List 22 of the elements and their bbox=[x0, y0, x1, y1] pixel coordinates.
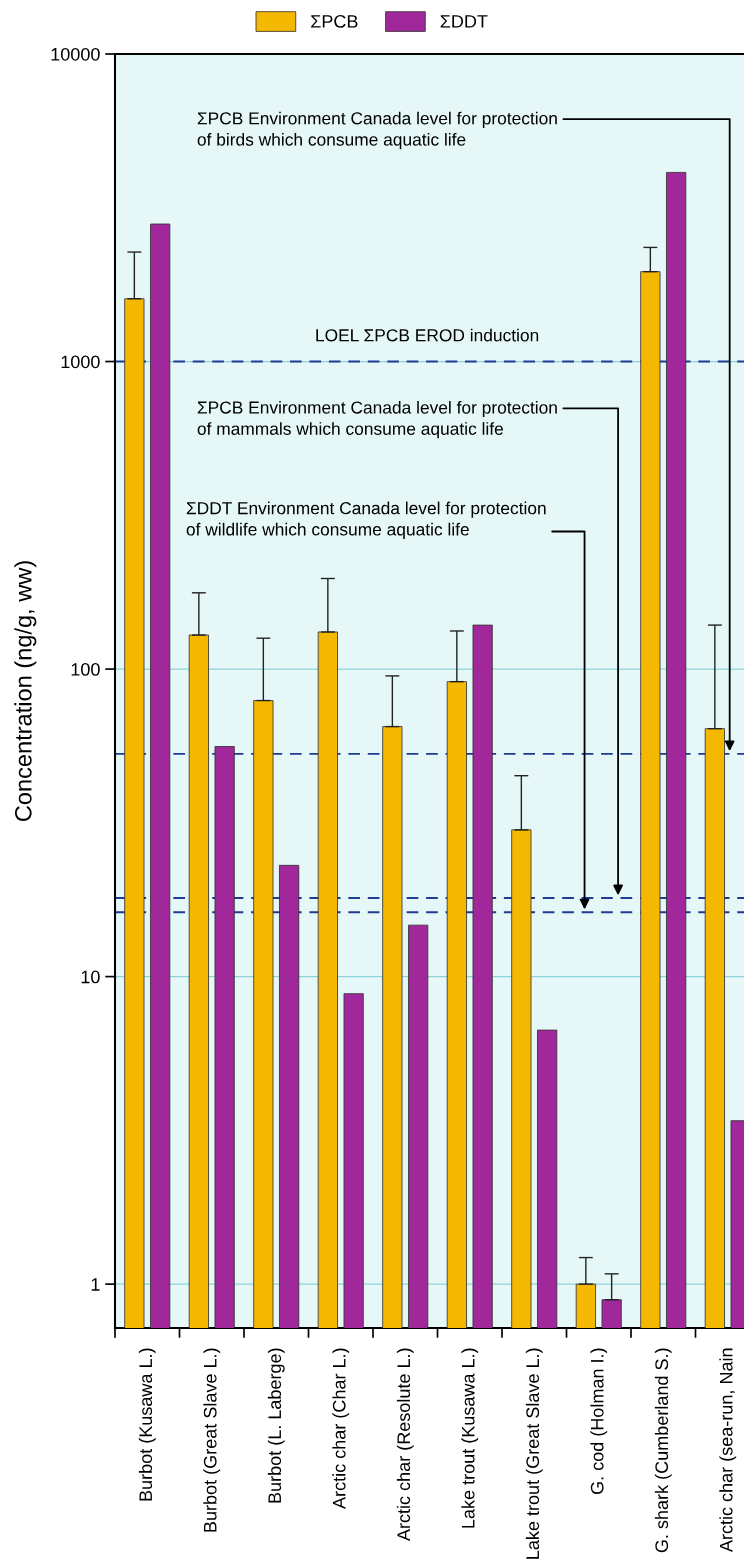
x-tick-label: Lake trout (Kusawa L.) bbox=[461, 1348, 479, 1528]
x-tick-label: Burbot (Kusawa L.) bbox=[138, 1348, 156, 1501]
x-tick-label: Burbot (L. Laberge) bbox=[267, 1348, 285, 1503]
ref-line-label: ΣPCB Environment Canada level for protection of mammals which consume aquatic life bbox=[197, 400, 557, 439]
y-tick-label: 1 bbox=[91, 1278, 100, 1291]
x-tick-label: G. cod (Holman I.) bbox=[590, 1348, 608, 1495]
y-axis-title: Concentration (ng/g, ww) bbox=[14, 561, 37, 822]
y-tick-label: 10000 bbox=[51, 47, 100, 61]
x-tick-label: Arctic char (sea-run, Nain bbox=[719, 1348, 737, 1553]
ref-line-label: ΣPCB Environment Canada level for protection of birds which consume aquatic life bbox=[197, 111, 557, 150]
x-tick-label: Arctic char (Resolute L.) bbox=[396, 1348, 414, 1542]
x-tick-label: G. shark (Cumberland S.) bbox=[654, 1348, 672, 1553]
ref-line-label: ΣDDT Environment Canada level for protection of wildlife which consume aquatic life bbox=[186, 501, 546, 539]
y-tick-label: 100 bbox=[71, 663, 100, 676]
legend-label: ΣPCB bbox=[311, 14, 358, 28]
x-tick-label: Burbot (Great Slave L.) bbox=[203, 1348, 221, 1532]
x-tick-label: Arctic char (Char L.) bbox=[332, 1348, 350, 1509]
y-tick-label: 10 bbox=[81, 970, 100, 984]
ref-line-label: LOEL ΣPCB EROD induction bbox=[316, 328, 539, 342]
legend-label: ΣDDT bbox=[440, 15, 488, 28]
y-tick-label: 1000 bbox=[61, 355, 100, 369]
x-tick-label: Lake trout (Great Slave L.) bbox=[525, 1348, 543, 1559]
